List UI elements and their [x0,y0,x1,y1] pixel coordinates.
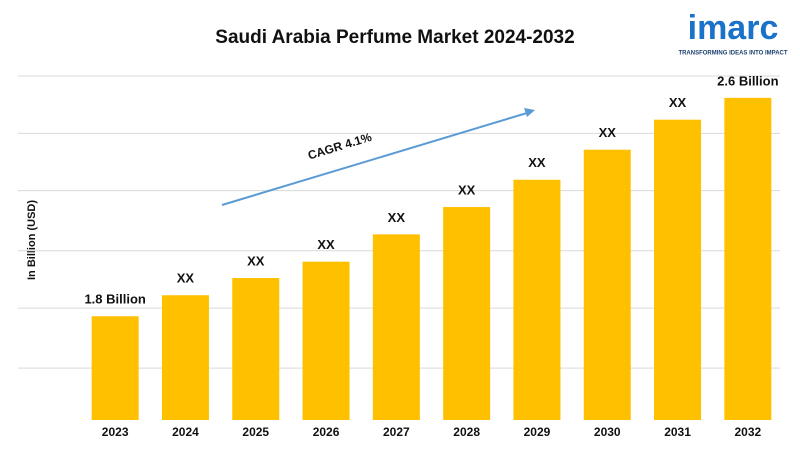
y-axis-label: In Billion (USD) [26,200,38,280]
x-tick-label: 2024 [172,425,199,439]
bar [372,234,420,420]
value-label: 1.8 Billion [84,292,145,307]
chart-title: Saudi Arabia Perfume Market 2024-2032 [215,27,574,48]
cagr-arrowhead [524,108,535,117]
logo-name: imarc [688,9,779,47]
value-label: XX [669,95,687,110]
bar [232,278,280,420]
bar [91,316,139,420]
value-label: XX [247,253,265,268]
value-label: 2.6 Billion [717,73,778,88]
value-label: XX [388,210,406,225]
x-tick-label: 2031 [664,425,691,439]
x-tick-label: 2029 [524,425,551,439]
logo: imarc TRANSFORMING IDEAS INTO IMPACT [678,9,787,57]
bar [302,261,350,420]
value-label: XX [599,125,617,140]
cagr-label: CAGR 4.1% [306,130,374,163]
value-label: XX [458,182,476,197]
x-tick-label: 2030 [594,425,621,439]
x-tick-label: 2026 [313,425,340,439]
bar [443,207,491,420]
cagr-arrow [221,112,528,206]
bars [91,97,772,420]
value-label: XX [317,237,335,252]
value-label: XX [528,155,546,170]
x-tick-label: 2027 [383,425,410,439]
x-tick-label: 2032 [734,425,761,439]
bar [654,119,702,420]
bar [513,179,561,420]
bar [724,97,772,420]
x-tick-label: 2028 [453,425,480,439]
value-label: XX [177,271,195,286]
x-tick-label: 2025 [242,425,269,439]
x-tick-label: 2023 [102,425,129,439]
bar [583,149,631,420]
bar [161,295,209,420]
logo-tagline: TRANSFORMING IDEAS INTO IMPACT [678,51,787,57]
